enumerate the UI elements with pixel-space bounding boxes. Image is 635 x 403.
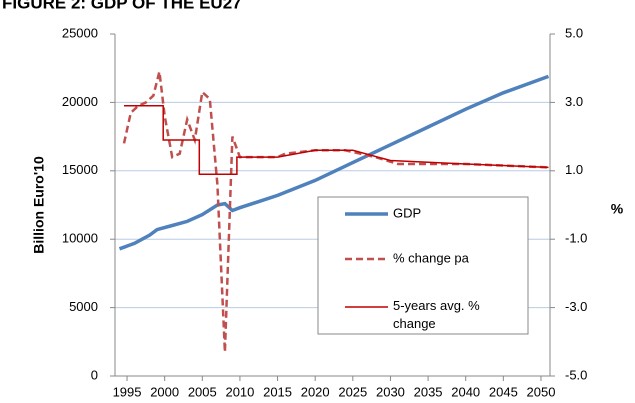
y-tick-label: 25000 xyxy=(62,25,98,40)
x-tick-label: 2005 xyxy=(188,384,217,399)
y2-tick-label: 3.0 xyxy=(565,94,583,109)
y-tick-label: 5000 xyxy=(69,299,98,314)
legend-label-line: change xyxy=(393,316,436,331)
x-tick-label: 2030 xyxy=(376,384,405,399)
x-tick-label: 2020 xyxy=(301,384,330,399)
x-tick-label: 2025 xyxy=(338,384,367,399)
x-tick-label: 2010 xyxy=(225,384,254,399)
x-tick-label: 1995 xyxy=(113,384,142,399)
y-tick-label: 15000 xyxy=(62,162,98,177)
y2-tick-label: 1.0 xyxy=(565,162,583,177)
legend-label: 5-years avg. % change xyxy=(393,298,480,331)
x-tick-label: 2015 xyxy=(263,384,292,399)
x-tick-label: 2040 xyxy=(451,384,480,399)
y-tick-label: 20000 xyxy=(62,94,98,109)
y2-tick-label: 5.0 xyxy=(565,25,583,40)
x-tick-label: 2045 xyxy=(489,384,518,399)
legend-label: GDP xyxy=(393,205,421,220)
y2-tick-label: -5.0 xyxy=(565,367,587,382)
legend: GDP % change pa 5-years avg. % change xyxy=(317,196,529,335)
x-tick-label: 2035 xyxy=(414,384,443,399)
x-tick-label: 2050 xyxy=(527,384,556,399)
series-line xyxy=(124,105,549,175)
legend-label: % change pa xyxy=(393,250,470,265)
legend-box xyxy=(317,196,529,335)
series-line xyxy=(118,74,550,251)
y2-axis-label: % xyxy=(611,201,624,217)
y2-tick-label: -1.0 xyxy=(565,231,587,246)
legend-label-line: 5-years avg. % xyxy=(393,298,480,313)
y-tick-label: 0 xyxy=(91,367,98,382)
y-axis-label: Billion Euro'10 xyxy=(31,156,47,254)
x-tick-label: 2000 xyxy=(150,384,179,399)
chart-title: FIGURE 2: GDP OF THE EU27 xyxy=(2,0,242,12)
y-tick-label: 10000 xyxy=(62,231,98,246)
y2-tick-label: -3.0 xyxy=(565,299,587,314)
